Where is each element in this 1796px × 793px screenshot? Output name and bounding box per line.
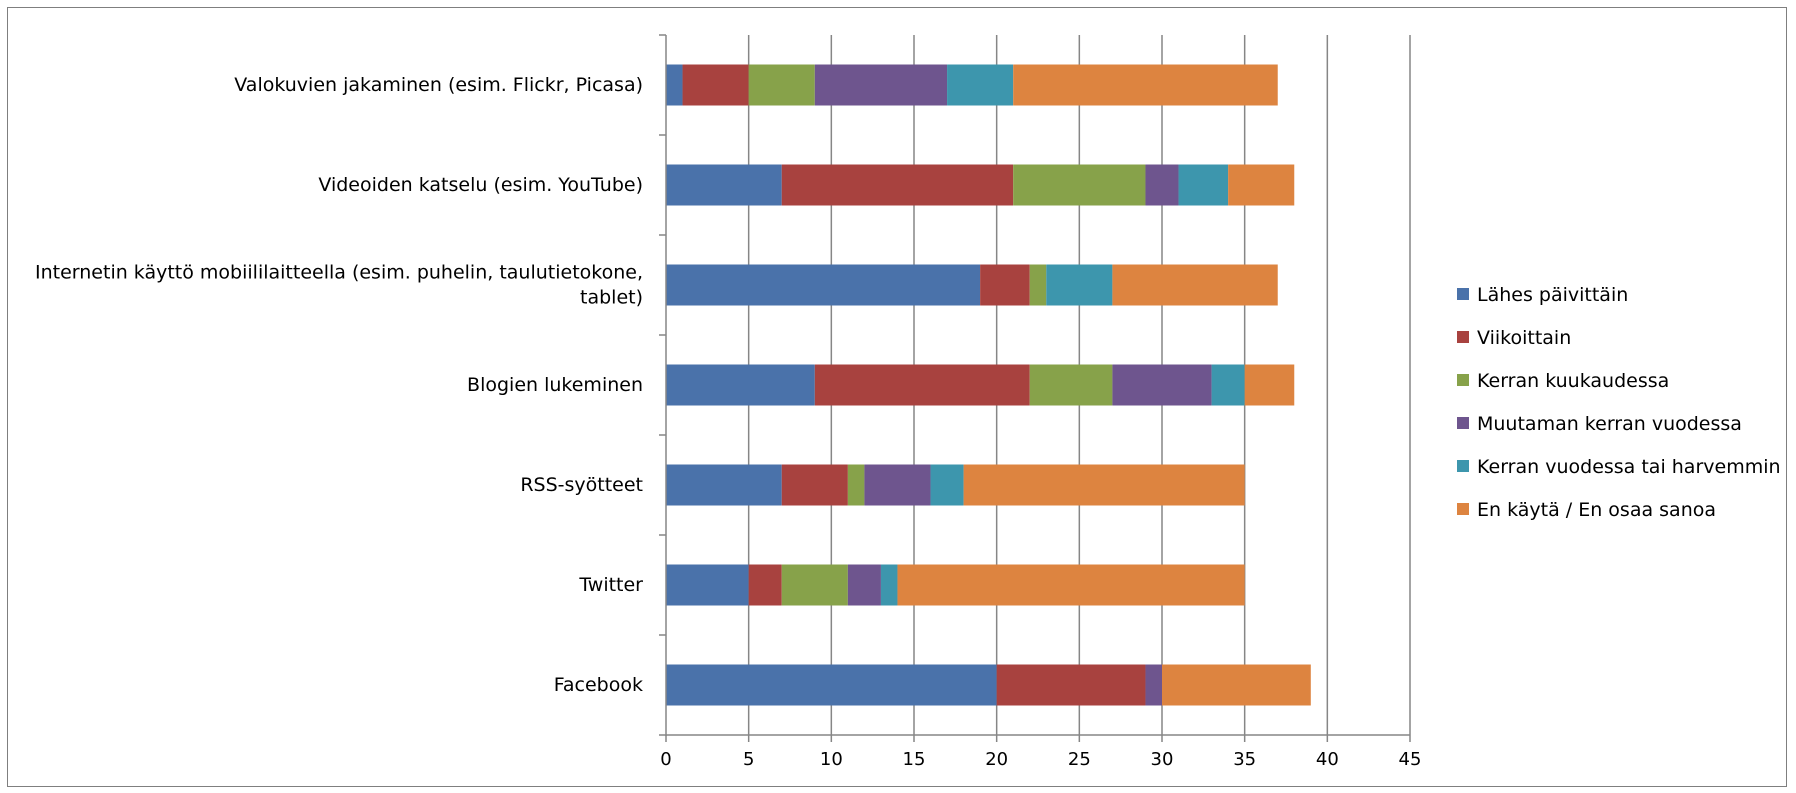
- bar-segment-6-2: [748, 564, 782, 606]
- x-tick-label: 35: [1233, 749, 1256, 770]
- bars: [666, 64, 1311, 706]
- bar-segment-6-6: [897, 564, 1245, 606]
- bar-segment-5-2: [781, 464, 848, 506]
- x-tick-label: 10: [820, 749, 843, 770]
- x-tick-label: 20: [985, 749, 1008, 770]
- bar-segment-4-5: [1211, 364, 1245, 406]
- bar-segment-2-3: [1013, 164, 1146, 206]
- bar-segment-3-1: [666, 264, 981, 306]
- bar-segment-7-6: [1162, 664, 1311, 706]
- bar-segment-3-5: [1046, 264, 1113, 306]
- category-label: Videoiden katselu (esim. YouTube): [318, 174, 643, 196]
- bar-segment-7-1: [666, 664, 997, 706]
- x-tick-label: 45: [1399, 749, 1422, 770]
- legend-label: Viikoittain: [1477, 327, 1571, 349]
- bar-segment-2-4: [1145, 164, 1179, 206]
- legend-label: Kerran kuukaudessa: [1477, 370, 1669, 392]
- bar-segment-1-3: [748, 64, 815, 106]
- bar-segment-3-6: [1112, 264, 1278, 306]
- bar-segment-2-6: [1228, 164, 1295, 206]
- bar-segment-3-2: [980, 264, 1030, 306]
- category-label: Twitter: [578, 574, 643, 596]
- bar-segment-5-1: [666, 464, 782, 506]
- bar-segment-1-4: [814, 64, 948, 106]
- bar-segment-1-1: [666, 64, 683, 106]
- legend-label: Lähes päivittäin: [1477, 284, 1628, 306]
- bar-segment-5-4: [864, 464, 931, 506]
- x-tick-label: 0: [660, 749, 671, 770]
- legend: Lähes päivittäin Viikoittain Kerran kuukau…: [1457, 284, 1781, 521]
- bar-segment-4-4: [1112, 364, 1212, 406]
- bar-segment-6-4: [847, 564, 881, 606]
- bar-segment-2-1: [666, 164, 782, 206]
- bar-segment-7-4: [1145, 664, 1162, 706]
- category-label: Facebook: [554, 674, 643, 696]
- bar-segment-1-6: [1013, 64, 1278, 106]
- legend-label: Muutaman kerran vuodessa: [1477, 413, 1742, 435]
- bar-segment-4-2: [814, 364, 1030, 406]
- category-label: Blogien lukeminen: [467, 374, 643, 396]
- legend-label: En käytä / En osaa sanoa: [1477, 499, 1716, 521]
- axes: [659, 34, 1411, 742]
- bar-segment-3-3: [1029, 264, 1047, 306]
- category-labels: Valokuvien jakaminen (esim. Flickr, Pica…: [35, 74, 643, 696]
- x-tick-label: 15: [903, 749, 926, 770]
- bar-segment-6-5: [880, 564, 898, 606]
- bar-segment-5-3: [847, 464, 865, 506]
- bar-segment-5-5: [930, 464, 964, 506]
- bar-segment-1-5: [947, 64, 1014, 106]
- legend-swatch: [1457, 288, 1469, 300]
- category-label: Internetin käyttö mobiililaitteella (esi…: [35, 262, 643, 284]
- bar-segment-4-1: [666, 364, 815, 406]
- bar-segment-2-2: [781, 164, 1014, 206]
- bar-segment-1-2: [682, 64, 749, 106]
- x-tick-labels: 0 5 10 15 20 25 30 35 40 45: [660, 749, 1421, 770]
- bar-segment-6-3: [781, 564, 848, 606]
- x-tick-label: 40: [1316, 749, 1339, 770]
- x-tick-label: 25: [1068, 749, 1091, 770]
- bar-segment-5-6: [963, 464, 1245, 506]
- category-label: RSS-syötteet: [520, 474, 643, 496]
- legend-swatch: [1457, 460, 1469, 472]
- bar-segment-7-2: [996, 664, 1146, 706]
- bar-segment-6-1: [666, 564, 749, 606]
- category-label: Valokuvien jakaminen (esim. Flickr, Pica…: [234, 74, 643, 96]
- legend-swatch: [1457, 503, 1469, 515]
- legend-swatch: [1457, 374, 1469, 386]
- bar-segment-4-6: [1244, 364, 1295, 406]
- legend-label: Kerran vuodessa tai harvemmin: [1477, 456, 1781, 478]
- x-tick-label: 5: [743, 749, 754, 770]
- bar-segment-2-5: [1178, 164, 1229, 206]
- bar-segment-4-3: [1029, 364, 1113, 406]
- legend-swatch: [1457, 417, 1469, 429]
- x-tick-label: 30: [1151, 749, 1174, 770]
- legend-swatch: [1457, 331, 1469, 343]
- category-label: tablet): [580, 287, 643, 309]
